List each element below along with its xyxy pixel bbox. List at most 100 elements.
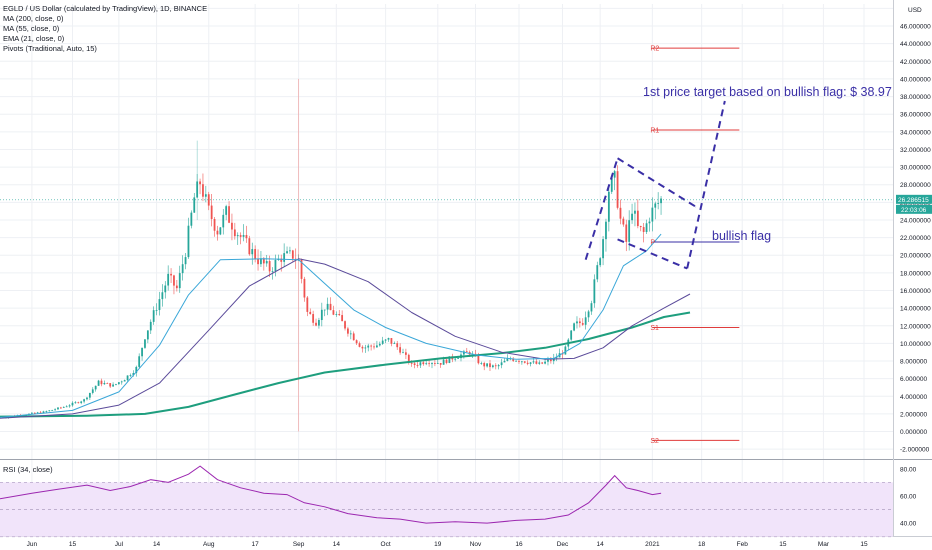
target-annotation[interactable]: 1st price target based on bullish flag: …: [643, 85, 892, 99]
legend-ema21[interactable]: EMA (21, close, 0): [3, 34, 65, 43]
time-tick-label: 19: [434, 541, 442, 548]
legend-rsi[interactable]: RSI (34, close): [3, 465, 53, 474]
candle-body: [109, 383, 112, 387]
candle-body: [164, 285, 167, 293]
candle-body: [83, 399, 85, 402]
rsi-line: [0, 465, 662, 524]
legend-ma55[interactable]: MA (55, close, 0): [3, 24, 60, 33]
candle-body: [532, 361, 535, 363]
candle-body: [309, 311, 312, 315]
time-axis[interactable]: Jun 15 Jul 14 Aug 17 Sep 14 Oct 19 Nov 16 Dec 14 2021 1…: [27, 541, 868, 548]
time-tick-label: Feb: [737, 541, 749, 548]
candle-body: [494, 365, 497, 367]
candle-body: [274, 260, 277, 272]
candle-body: [355, 340, 358, 344]
price-tick-label: 4.000000: [900, 394, 927, 401]
candle-body: [547, 359, 549, 362]
candle-body: [120, 381, 123, 383]
pivot-label-s1: S1: [650, 325, 659, 332]
price-tick-label: 24.000000: [900, 217, 931, 224]
candle-body: [291, 250, 294, 259]
candle-body: [570, 330, 573, 340]
candle-body: [326, 303, 329, 310]
candle-body: [231, 222, 233, 230]
candle-body: [286, 251, 288, 254]
candle-body: [33, 412, 36, 414]
time-tick-label: Sep: [293, 541, 305, 548]
price-tick-label: 40.000000: [900, 76, 931, 83]
candle-body: [657, 203, 660, 204]
candle-body: [271, 271, 274, 272]
candle-body: [300, 259, 303, 279]
pivot-label-p: P: [650, 240, 655, 247]
candle-body: [175, 285, 178, 289]
candle-body: [115, 383, 117, 385]
legend-ma200[interactable]: MA (200, close, 0): [3, 14, 64, 23]
candle-body: [155, 310, 158, 311]
candle-body: [112, 384, 114, 387]
candle-body: [370, 345, 373, 347]
flag-drawings[interactable]: [584, 100, 726, 270]
candle-body: [210, 205, 213, 219]
candle-body: [628, 220, 631, 242]
legend-symbol[interactable]: EGLD / US Dollar (calculated by TradingV…: [3, 4, 207, 13]
candle-body: [564, 346, 567, 355]
candle-body: [323, 309, 326, 311]
price-tick-label: 18.000000: [900, 270, 931, 277]
price-tick-label: 32.000000: [900, 147, 931, 154]
price-tick-label: 28.000000: [900, 182, 931, 189]
price-tick-label: 2.000000: [900, 411, 927, 418]
candle-body: [422, 362, 425, 365]
legend-pivots[interactable]: Pivots (Traditional, Auto, 15): [3, 44, 97, 53]
candle-body: [512, 358, 515, 361]
price-tick-label: 38.000000: [900, 94, 931, 101]
candle-body: [146, 330, 149, 340]
price-tick-label: 46.000000: [900, 24, 931, 31]
candle-body: [257, 258, 259, 265]
candle-body: [520, 361, 523, 363]
candle-body: [129, 375, 132, 376]
candle-body: [384, 339, 387, 341]
candle-body: [445, 359, 448, 363]
time-tick-label: Aug: [203, 541, 215, 548]
candle-body: [462, 351, 465, 355]
candle-body: [59, 407, 62, 409]
candle-body: [45, 411, 48, 413]
candle-body: [97, 380, 100, 386]
candle-body: [396, 343, 399, 348]
flag-annotation[interactable]: bullish flag: [712, 229, 771, 243]
countdown-tag: 22:03:06: [896, 204, 932, 214]
candlestick-series: [0, 78, 662, 432]
candle-body: [251, 249, 254, 255]
pivot-levels: R2 R1 P S1 S2: [650, 46, 740, 445]
candle-body: [187, 225, 190, 258]
legend[interactable]: EGLD / US Dollar (calculated by TradingV…: [3, 4, 207, 474]
candle-body: [645, 223, 648, 232]
candle-body: [144, 339, 146, 348]
candle-body: [117, 382, 120, 384]
price-tick-label: 30.000000: [900, 165, 931, 172]
candle-body: [42, 411, 45, 414]
time-tick-label: 16: [515, 541, 523, 548]
candle-body: [465, 351, 468, 353]
candle-body: [213, 218, 216, 231]
time-tick-label: Jul: [115, 541, 124, 548]
price-axis[interactable]: -2.000000 0.000000 2.000000 4.000000 6.00000…: [0, 24, 931, 454]
candle-body: [515, 360, 517, 362]
price-tick-label: 12.000000: [900, 323, 931, 330]
candle-body: [651, 207, 654, 222]
candle-body: [347, 328, 349, 334]
time-tick-label: Nov: [470, 541, 482, 548]
candle-body: [619, 207, 622, 219]
time-tick-label: 18: [698, 541, 706, 548]
candle-body: [439, 362, 442, 365]
candle-body: [576, 321, 578, 324]
candle-body: [30, 412, 33, 414]
candle-body: [100, 380, 103, 385]
candle-body: [94, 385, 97, 390]
candle-body: [654, 203, 657, 208]
candle-body: [349, 333, 352, 335]
candle-body: [338, 314, 341, 316]
